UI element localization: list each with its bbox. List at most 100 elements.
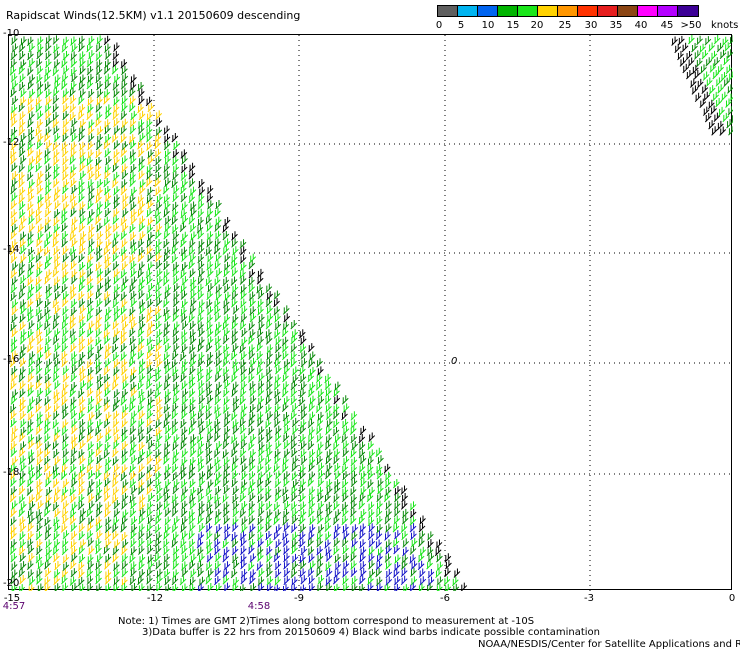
wind-barb <box>45 553 52 563</box>
wind-barb <box>222 230 230 241</box>
wind-barb <box>171 208 179 219</box>
wind-barb <box>95 545 102 555</box>
wind-barb <box>137 455 144 465</box>
wind-barb <box>10 73 18 83</box>
wind-barb <box>206 395 214 405</box>
wind-barb <box>9 492 17 503</box>
wind-barb <box>248 269 256 279</box>
wind-barb <box>231 246 239 256</box>
wind-barb <box>54 561 61 571</box>
wind-barb <box>256 284 263 294</box>
wind-barb <box>350 545 358 555</box>
wind-barb <box>111 380 119 391</box>
wind-barb <box>215 252 222 263</box>
wind-barb <box>113 117 120 128</box>
wind-barb <box>87 336 94 346</box>
colorbar-swatch <box>517 5 538 17</box>
wind-barb <box>53 283 61 293</box>
wind-barb <box>264 456 272 466</box>
wind-barb <box>86 486 94 496</box>
wind-barb <box>409 554 416 564</box>
wind-barb <box>291 403 299 413</box>
wind-barb <box>27 522 34 533</box>
wind-barb <box>103 95 110 105</box>
wind-barb <box>273 298 280 308</box>
wind-barb <box>146 575 153 585</box>
wind-barb <box>111 133 119 143</box>
wind-barb <box>317 500 325 511</box>
wind-barb <box>283 440 291 450</box>
wind-barb <box>86 260 93 271</box>
wind-barb <box>342 456 350 466</box>
wind-barb <box>274 358 281 368</box>
wind-barb <box>164 177 171 188</box>
wind-barb <box>130 530 137 540</box>
lon-label-15: -15 <box>3 593 21 604</box>
wind-barb <box>349 486 357 496</box>
wind-barb <box>104 223 112 233</box>
wind-barb <box>112 335 120 345</box>
wind-barb <box>685 50 693 61</box>
wind-barb <box>230 411 238 421</box>
wind-barb <box>239 239 247 249</box>
wind-barb <box>215 200 222 210</box>
wind-barb <box>27 80 34 90</box>
wind-barb <box>198 268 205 278</box>
wind-barb <box>231 359 239 369</box>
wind-barb <box>317 366 324 376</box>
wind-barb <box>78 554 86 564</box>
wind-barb <box>95 59 103 69</box>
wind-barb <box>146 537 154 548</box>
wind-barb <box>27 545 35 555</box>
wind-barb <box>62 245 69 256</box>
wind-barb <box>197 342 204 353</box>
wind-barb <box>121 193 129 203</box>
wind-barb <box>86 419 94 429</box>
wind-barb <box>215 342 222 352</box>
wind-barb <box>112 351 120 362</box>
wind-barb <box>43 507 51 517</box>
wind-barb <box>230 351 238 361</box>
wind-barb <box>27 134 35 144</box>
wind-barb <box>435 539 443 549</box>
wind-barb <box>172 372 180 383</box>
wind-barb <box>10 440 17 451</box>
wind-barb <box>78 35 85 46</box>
wind-barb <box>265 433 273 443</box>
wind-barb <box>61 193 69 203</box>
wind-barb <box>231 494 239 504</box>
wind-barb <box>28 58 36 68</box>
wind-barb <box>342 568 349 578</box>
wind-barb <box>146 508 153 518</box>
wind-barb <box>79 539 87 549</box>
wind-barb <box>334 561 342 571</box>
wind-barb <box>239 425 247 435</box>
wind-barb <box>86 359 94 369</box>
wind-barb <box>11 239 18 249</box>
wind-barb <box>87 96 94 107</box>
wind-barb <box>27 434 35 444</box>
wind-barb <box>207 568 214 578</box>
wind-barb <box>173 516 180 526</box>
wind-barb <box>213 545 221 556</box>
wind-barb <box>145 359 153 369</box>
wind-barb <box>147 515 154 525</box>
wind-barb <box>171 245 178 255</box>
wind-barb <box>95 42 103 53</box>
wind-barb <box>95 470 102 480</box>
wind-barb <box>146 164 153 174</box>
wind-barb <box>10 380 17 390</box>
wind-barb <box>214 560 221 571</box>
wind-barb <box>258 372 265 383</box>
wind-barb <box>179 419 187 429</box>
wind-barb <box>36 65 44 76</box>
wind-barb <box>188 464 196 474</box>
wind-barb <box>358 448 366 459</box>
wind-barb <box>10 209 18 219</box>
wind-barb <box>52 103 59 113</box>
wind-barb <box>87 185 95 195</box>
wind-barb <box>300 358 308 368</box>
wind-barb <box>86 275 94 286</box>
wind-barb <box>145 380 153 390</box>
wind-barb <box>171 254 179 264</box>
